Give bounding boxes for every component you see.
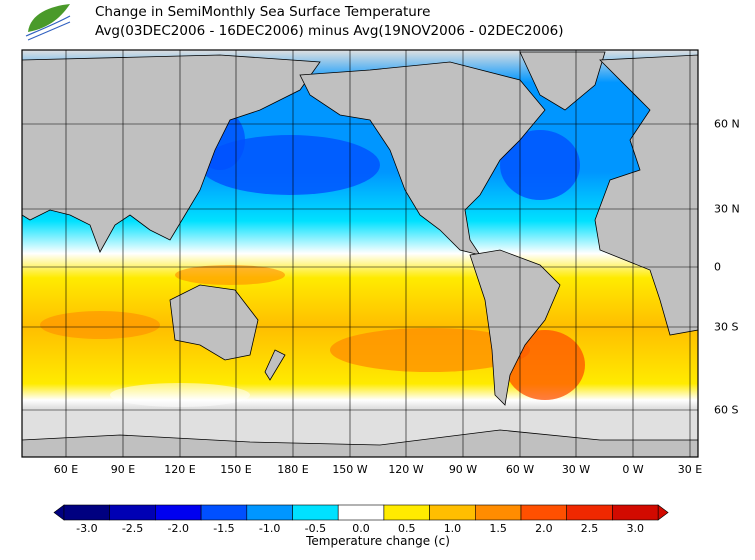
map-frame xyxy=(21,49,699,458)
colorbar-swatch xyxy=(155,504,202,521)
land-greenland xyxy=(519,51,606,111)
land-new-zealand xyxy=(264,349,286,381)
colorbar-tick-label: -3.0 xyxy=(76,522,98,535)
map-title: Change in SemiMonthly Sea Surface Temper… xyxy=(95,4,431,20)
colorbar-tick-label: 3.0 xyxy=(626,522,645,535)
colorbar-under-arrow xyxy=(53,504,65,521)
lon-label: 150 E xyxy=(220,463,252,476)
colorbar-swatch xyxy=(200,504,248,521)
colorbar-tick-label: 2.5 xyxy=(580,522,599,535)
colorbar-tick-label: 2.0 xyxy=(535,522,553,535)
colorbar-swatch xyxy=(383,504,430,521)
land-africa-europe xyxy=(594,54,699,336)
lon-label: 60 W xyxy=(505,463,535,476)
colorbar-over-arrow xyxy=(657,504,669,521)
colorbar-tick-label: 0.0 xyxy=(352,522,370,535)
lat-label: 0 xyxy=(714,260,721,274)
colorbar-tick-label: -0.5 xyxy=(304,522,327,535)
map-subtitle-period: Avg(03DEC2006 - 16DEC2006) minus Avg(19N… xyxy=(95,23,564,39)
leaf-wave-logo xyxy=(25,4,71,41)
lon-label: 180 E xyxy=(277,463,309,476)
colorbar-swatch xyxy=(520,504,568,521)
colorbar-swatch xyxy=(292,504,339,521)
lon-label: 90 W xyxy=(448,463,478,476)
colorbar-swatch xyxy=(109,504,156,521)
lon-label: 0 W xyxy=(622,463,644,476)
colorbar xyxy=(53,504,669,521)
colorbar-tick-label: -2.5 xyxy=(121,522,144,535)
land-eurasia xyxy=(21,54,321,253)
lat-label: 60 S xyxy=(714,403,739,417)
lon-label: 90 E xyxy=(110,463,136,476)
lon-label: 150 W xyxy=(332,463,368,476)
land-masses xyxy=(21,51,699,458)
colorbar-swatch xyxy=(429,504,476,521)
lat-label: 60 N xyxy=(714,117,740,131)
lat-label: 30 S xyxy=(714,320,739,334)
grid-lines xyxy=(22,50,698,457)
colorbar-swatch xyxy=(246,504,293,521)
colorbar-tick-label: 0.5 xyxy=(398,522,416,535)
colorbar-swatch xyxy=(337,504,385,521)
lon-label: 120 E xyxy=(164,463,196,476)
colorbar-tick-label: -2.0 xyxy=(167,522,189,535)
lon-label: 60 E xyxy=(53,463,79,476)
lon-label: 30 E xyxy=(677,463,703,476)
lat-label: 30 N xyxy=(714,202,740,216)
colorbar-tick-label: 1.5 xyxy=(489,522,507,535)
colorbar-title: Temperature change (c) xyxy=(306,534,450,548)
land-south-america xyxy=(469,249,561,406)
colorbar-swatch xyxy=(566,504,613,521)
colorbar-swatch xyxy=(63,504,111,521)
colorbar-tick-label: -1.5 xyxy=(213,522,235,535)
colorbar-swatch xyxy=(474,504,522,521)
colorbar-tick-label: -1.0 xyxy=(258,522,281,535)
lon-label: 30 W xyxy=(561,463,591,476)
colorbar-swatch xyxy=(612,504,659,521)
land-north-america xyxy=(299,61,546,256)
lon-label: 120 W xyxy=(388,463,424,476)
colorbar-tick-label: 1.0 xyxy=(443,522,462,535)
